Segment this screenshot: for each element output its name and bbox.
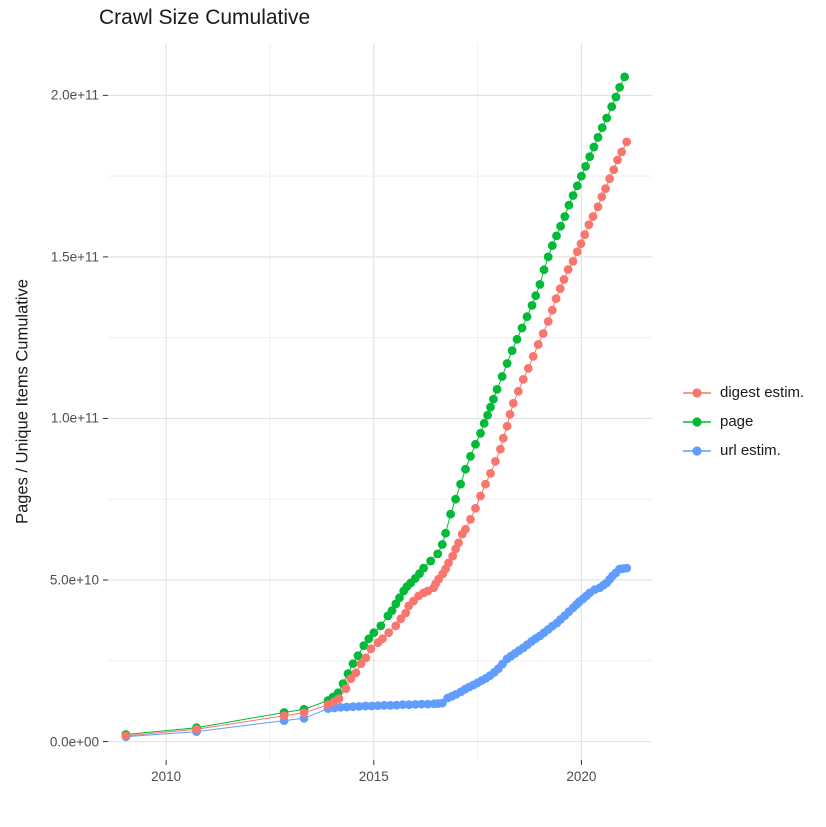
- series-url-estim: [121, 563, 632, 742]
- legend-label-url-estim: url estim.: [720, 442, 781, 459]
- y-tick-label-1: 5.0e+10: [49, 572, 99, 588]
- gridlines-minor: [108, 43, 652, 760]
- y-tick-label-0: 0.0e+00: [49, 734, 99, 750]
- x-tick-label-2010: 2010: [151, 769, 182, 784]
- legend-key-digest-estim-icon: [683, 387, 711, 398]
- y-tick-label-2: 1.0e+11: [50, 410, 99, 426]
- axis-tick-marks: [103, 94, 582, 765]
- series-digest-estim: [121, 137, 632, 741]
- legend-entry-page: page: [682, 407, 804, 436]
- legend-key-url-estim-icon: [683, 445, 711, 456]
- y-axis-title: Pages / Unique Items Cumulative: [13, 279, 32, 524]
- legend-entry-digest-estim: digest estim.: [682, 378, 804, 407]
- legend-label-page: page: [720, 413, 754, 430]
- gridlines-major: [108, 43, 652, 760]
- chart-title: Crawl Size Cumulative: [99, 6, 311, 29]
- legend-entry-url-estim: url estim.: [682, 436, 804, 465]
- legend-label-digest-estim: digest estim.: [720, 384, 805, 401]
- legend: digest estim. page url estim.: [682, 378, 804, 465]
- x-tick-label-2015: 2015: [358, 769, 389, 784]
- x-tick-label-2020: 2020: [566, 769, 597, 784]
- series-page: [121, 72, 629, 739]
- legend-key-page-icon: [683, 416, 711, 427]
- y-tick-label-3: 1.5e+11: [50, 249, 99, 265]
- y-tick-label-4: 2.0e+11: [50, 87, 99, 103]
